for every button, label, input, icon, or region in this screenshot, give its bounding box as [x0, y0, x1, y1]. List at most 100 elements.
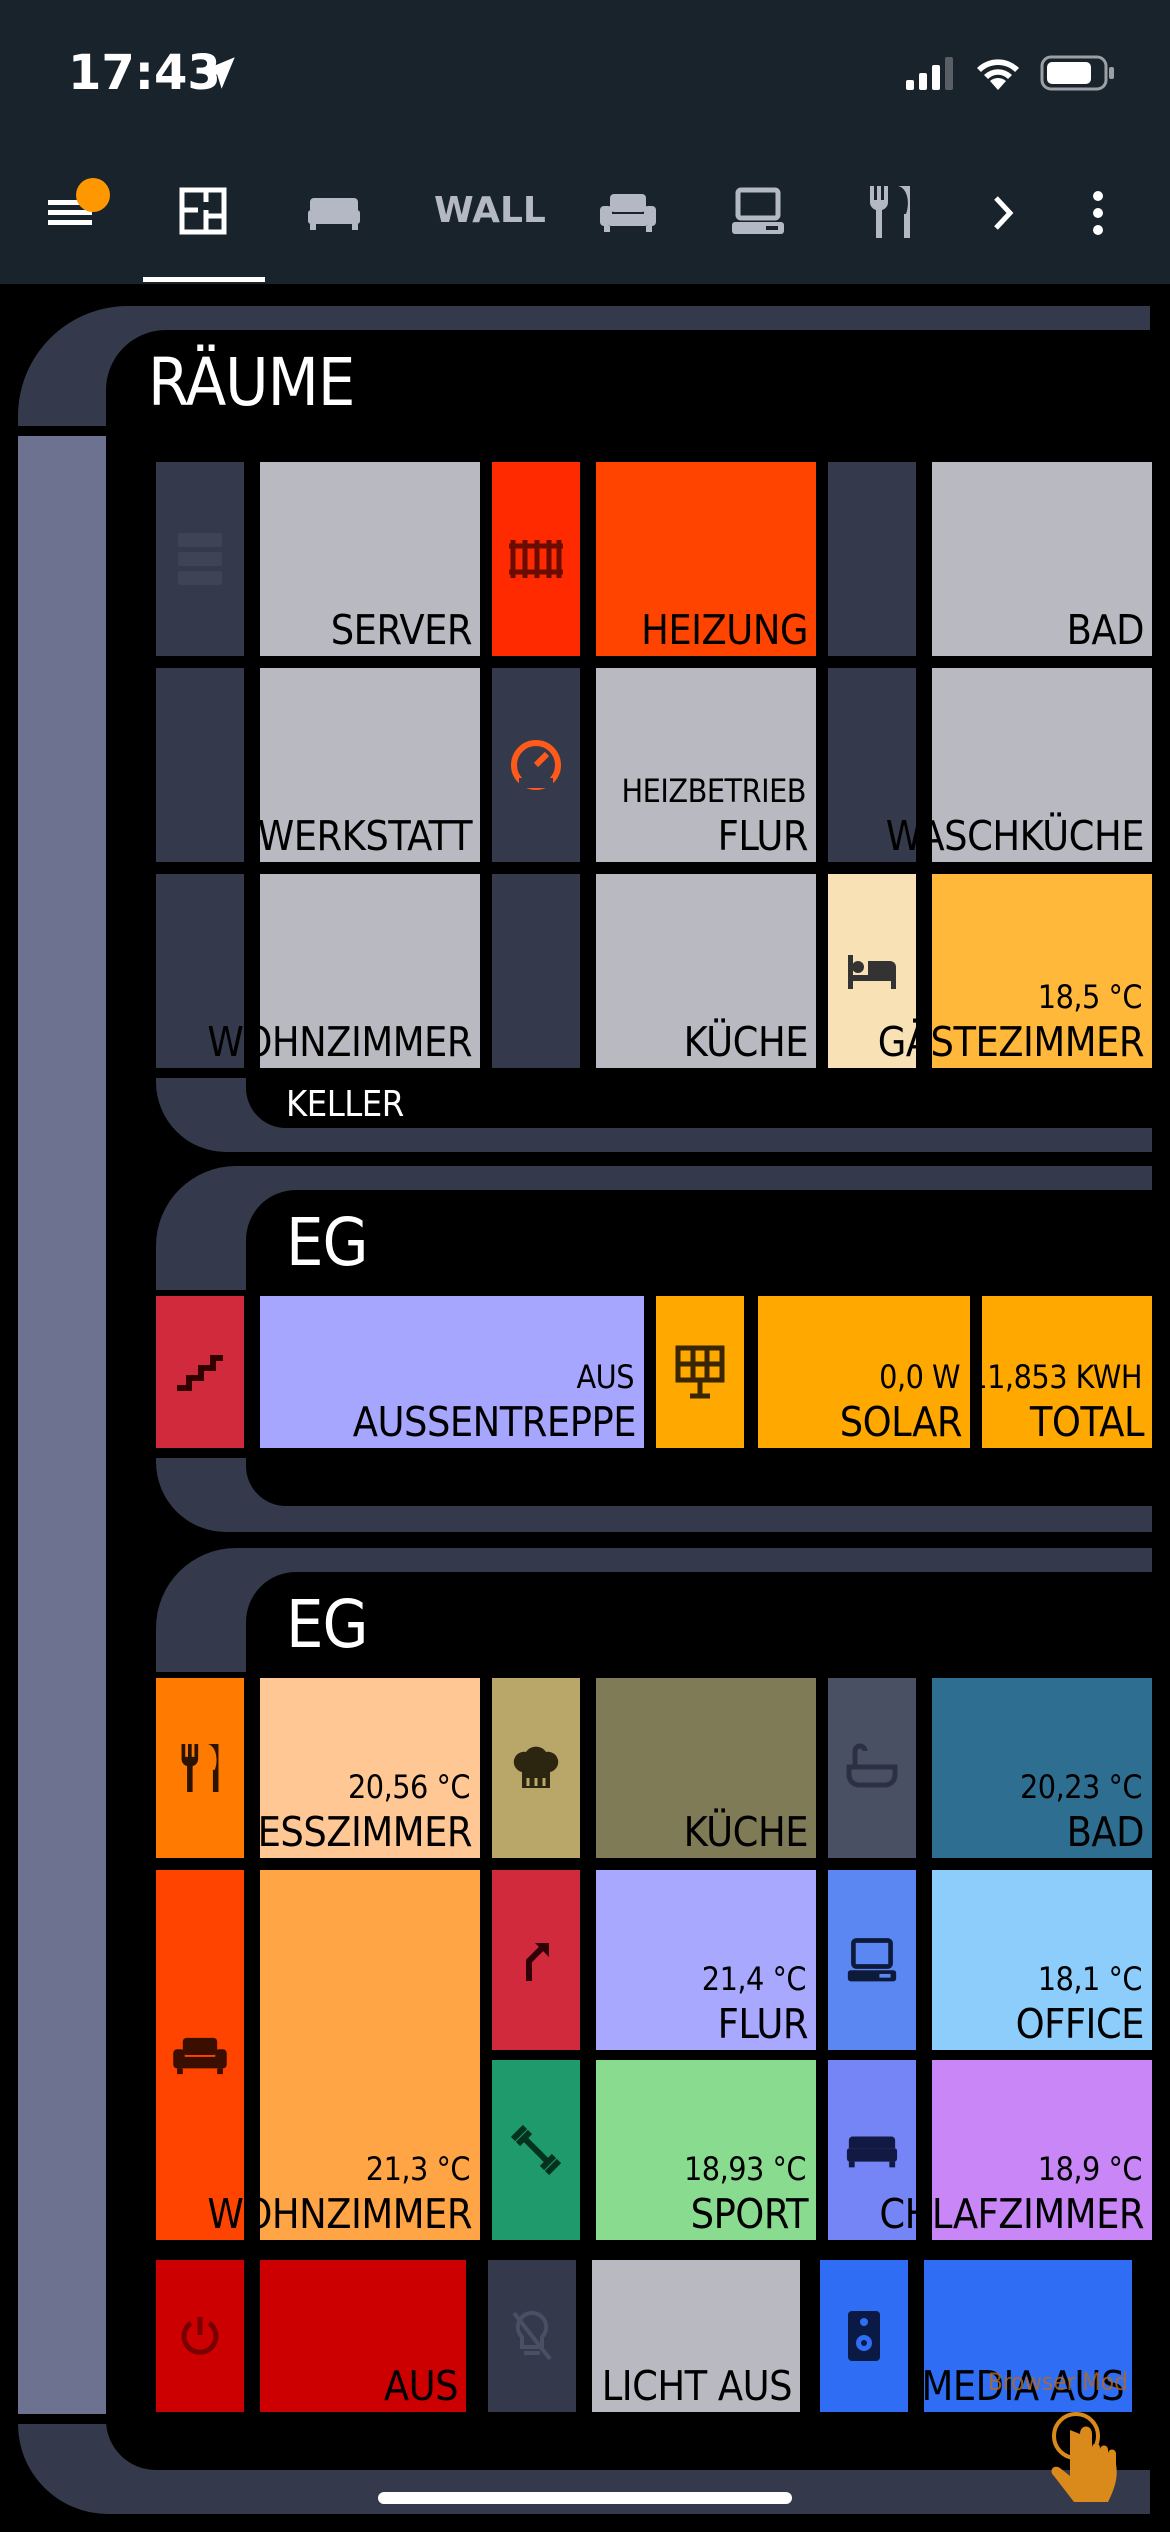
keller-footer-cut [246, 1078, 1152, 1128]
gauge-icon-tile[interactable] [492, 668, 580, 862]
tile-temperature: 21,3 °C [365, 2150, 471, 2188]
cutlery-icon [181, 1744, 219, 1792]
laptop-icon[interactable] [730, 186, 786, 236]
more-vertical-icon[interactable] [1086, 188, 1110, 238]
solar-panel-icon [675, 1345, 725, 1399]
speaker-icon [848, 2311, 880, 2361]
tile-wohnzimmer-keller-icon[interactable] [156, 874, 244, 1068]
tile-aus[interactable]: AUS [260, 2260, 466, 2412]
stairs-icon-tile[interactable] [156, 1296, 244, 1448]
tile-label: AUS [383, 2362, 459, 2410]
tab-active-indicator [143, 277, 265, 282]
tile-label: AUSSENTREPPE [352, 1398, 637, 1446]
notification-dot [76, 178, 110, 212]
tile-bad-eg[interactable]: 20,23 °C BAD [932, 1678, 1152, 1858]
tile-bad-keller[interactable]: BAD [932, 462, 1152, 656]
tile-label: BAD [1066, 606, 1145, 654]
stairs-icon [177, 1355, 223, 1391]
tab-wall[interactable]: WALL [434, 190, 546, 231]
status-time: 17:43 [68, 45, 221, 101]
menu-icon[interactable] [46, 190, 98, 234]
tile-kueche-eg[interactable]: KÜCHE [596, 1678, 816, 1858]
tile-sport[interactable]: 18,93 °C SPORT [596, 2060, 816, 2240]
tile-werkstatt[interactable]: WERKSTATT [257, 668, 480, 862]
tile-flur-eg[interactable]: 21,4 °C FLUR [596, 1870, 816, 2050]
tile-media-aus[interactable]: MEDIA AUS [921, 2260, 1132, 2412]
radiator-icon [509, 540, 563, 578]
tile-office[interactable]: 18,1 °C OFFICE [932, 1870, 1152, 2050]
tile-label: WOHNZIMMER [207, 2190, 472, 2238]
eg1-footer-cut [246, 1458, 1152, 1506]
tile-label: ESSZIMMER [257, 1808, 473, 1856]
server-icon [178, 533, 222, 585]
radiator-icon-tile[interactable] [492, 462, 580, 656]
section-title-eg-2: EG [286, 1586, 369, 1663]
tile-aussentreppe[interactable]: AUS AUSSENTREPPE [260, 1296, 644, 1448]
tile-licht-aus[interactable]: LICHT AUS [592, 2260, 800, 2412]
bathtub-icon-tile[interactable] [828, 1678, 916, 1858]
cutlery-icon[interactable] [864, 184, 916, 240]
location-arrow-icon [203, 57, 235, 89]
gauge-icon [511, 740, 561, 790]
solar-panel-icon-tile[interactable] [656, 1296, 744, 1448]
tile-total[interactable]: 11,853 KWH TOTAL [969, 1296, 1152, 1448]
tile-temperature: 18,9 °C [1037, 2150, 1143, 2188]
hand-pointer-icon[interactable] [1046, 2406, 1126, 2516]
bed-icon-tile-eg[interactable] [828, 2060, 916, 2240]
tile-kueche-keller-icon[interactable] [492, 874, 580, 1068]
tile-label: MEDIA AUS [921, 2362, 1124, 2410]
tile-bad-keller-icon[interactable] [828, 462, 916, 656]
tile-waschkueche[interactable]: WASCHKÜCHE [886, 668, 1152, 862]
tile-label: WERKSTATT [257, 812, 473, 860]
server-icon-tile[interactable] [156, 462, 244, 656]
tile-label: SERVER [330, 606, 473, 654]
tile-temperature: 21,4 °C [701, 1960, 807, 1998]
tile-server[interactable]: SERVER [260, 462, 480, 656]
bed-icon-tile[interactable] [828, 874, 916, 1068]
tile-label: FLUR [717, 2000, 809, 2048]
floorplan-icon[interactable] [178, 186, 228, 236]
turn-icon-tile[interactable] [492, 1870, 580, 2050]
dumbbell-icon [510, 2124, 562, 2176]
speaker-icon-tile[interactable] [820, 2260, 908, 2412]
power-icon [181, 2317, 219, 2355]
chef-hat-icon [513, 1746, 559, 1788]
tile-label: TOTAL [1029, 1398, 1145, 1446]
power-icon-tile[interactable] [156, 2260, 244, 2412]
frame-inner-cut [106, 330, 1150, 470]
tile-label: WOHNZIMMER [207, 1018, 472, 1066]
tile-gaestezimmer[interactable]: 18,5 °C GÄSTEZIMMER [878, 874, 1152, 1068]
bed-icon [846, 2136, 898, 2168]
tile-schlafzimmer[interactable]: 18,9 °C CHLAFZIMMER [879, 2060, 1152, 2240]
tile-waschkueche-icon[interactable] [828, 668, 916, 862]
tile-esszimmer[interactable]: 20,56 °C ESSZIMMER [257, 1678, 480, 1858]
bed-icon[interactable] [306, 192, 362, 232]
dumbbell-icon-tile[interactable] [492, 2060, 580, 2240]
tile-werkstatt-icon[interactable] [156, 668, 244, 862]
tile-heizung[interactable]: HEIZUNG [596, 462, 816, 656]
sofa-icon-tile[interactable] [156, 1870, 244, 2240]
wifi-icon [977, 59, 1019, 90]
tile-label: GÄSTEZIMMER [877, 1018, 1145, 1066]
eg2-header-cut [246, 1572, 1152, 1682]
laptop-icon-tile[interactable] [828, 1870, 916, 2050]
chef-hat-icon-tile[interactable] [492, 1678, 580, 1858]
tile-label: SPORT [690, 2190, 809, 2238]
battery-icon [1040, 55, 1114, 91]
tile-temperature: 20,23 °C [1019, 1768, 1143, 1806]
tile-label: SOLAR [839, 1398, 963, 1446]
tile-solar[interactable]: 0,0 W SOLAR [758, 1296, 970, 1448]
tile-label: OFFICE [1015, 2000, 1145, 2048]
tile-label: FLUR [717, 812, 809, 860]
eg1-header-cut [246, 1190, 1152, 1300]
tile-label: KÜCHE [683, 1808, 809, 1856]
tile-flur-keller[interactable]: HEIZBETRIEB FLUR [596, 668, 816, 862]
tile-wohnzimmer-eg[interactable]: 21,3 °C WOHNZIMMER [207, 1870, 480, 2240]
tile-wohnzimmer-keller[interactable]: WOHNZIMMER [207, 874, 480, 1068]
chevron-right-icon[interactable] [990, 192, 1018, 234]
tile-kueche-keller[interactable]: KÜCHE [596, 874, 816, 1068]
lightbulb-off-icon-tile[interactable] [488, 2260, 576, 2412]
cutlery-icon-tile[interactable] [156, 1678, 244, 1858]
sofa-icon[interactable] [598, 190, 658, 234]
tile-label: CHLAFZIMMER [879, 2190, 1144, 2238]
